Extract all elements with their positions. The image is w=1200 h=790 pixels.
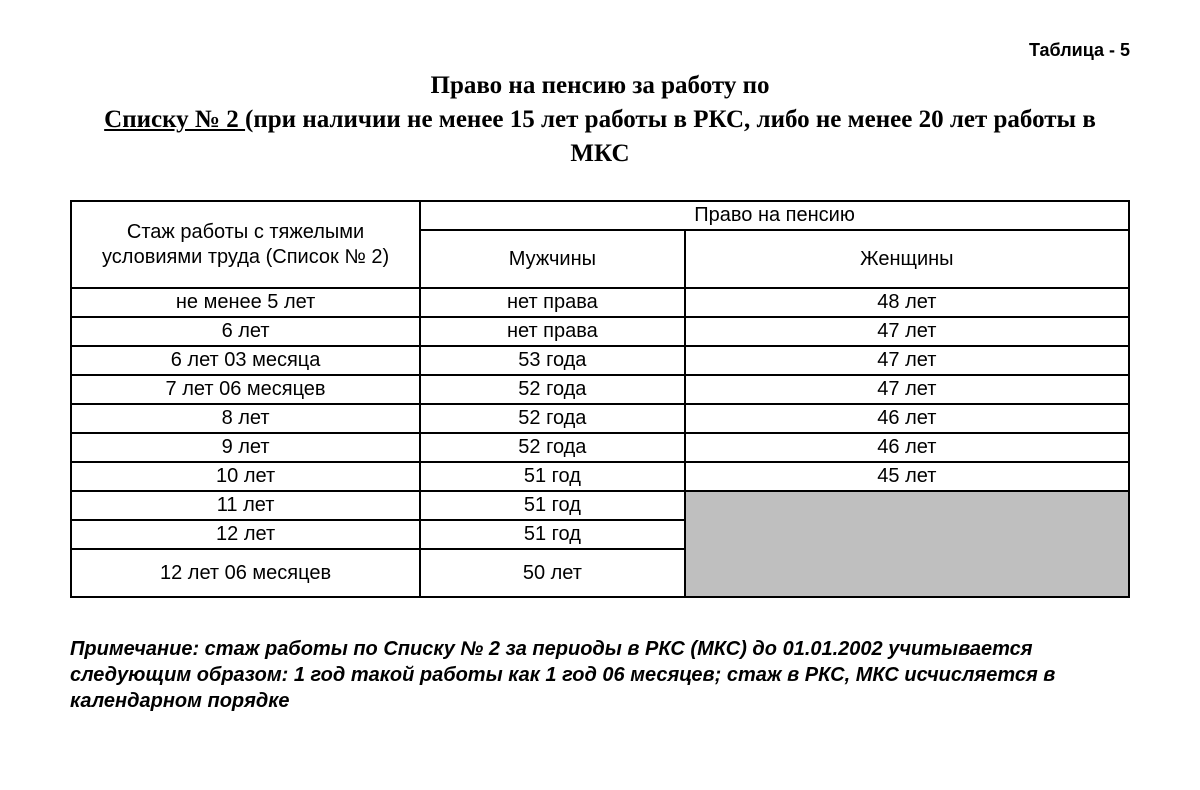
cell-women: 48 лет: [685, 288, 1129, 317]
title-underlined: Списку № 2: [104, 106, 245, 133]
cell-stage: 10 лет: [71, 462, 420, 491]
cell-men: нет права: [420, 288, 685, 317]
cell-men: 51 год: [420, 462, 685, 491]
cell-men: 50 лет: [420, 549, 685, 597]
cell-stage: 8 лет: [71, 404, 420, 433]
cell-women: 45 лет: [685, 462, 1129, 491]
cell-women: 46 лет: [685, 404, 1129, 433]
title-line2-rest: (при наличии не менее 15 лет работы в РК…: [245, 106, 1096, 167]
cell-stage: не менее 5 лет: [71, 288, 420, 317]
table-row: 10 лет 51 год 45 лет: [71, 462, 1129, 491]
table-row: 9 лет 52 года 46 лет: [71, 433, 1129, 462]
cell-men: 53 года: [420, 346, 685, 375]
cell-stage: 11 лет: [71, 491, 420, 520]
table-row: не менее 5 лет нет права 48 лет: [71, 288, 1129, 317]
table-row: 6 лет 03 месяца 53 года 47 лет: [71, 346, 1129, 375]
cell-men: 51 год: [420, 520, 685, 549]
title-line1: Право на пенсию за работу по: [431, 72, 770, 99]
header-stage: Стаж работы с тяжелыми условиями труда (…: [71, 201, 420, 288]
pension-table: Стаж работы с тяжелыми условиями труда (…: [70, 200, 1130, 598]
table-row: 6 лет нет права 47 лет: [71, 317, 1129, 346]
cell-stage: 12 лет: [71, 520, 420, 549]
document-title: Право на пенсию за работу по Списку № 2 …: [100, 69, 1100, 170]
table-row: 8 лет 52 года 46 лет: [71, 404, 1129, 433]
header-women: Женщины: [685, 230, 1129, 288]
pension-table-body: не менее 5 лет нет права 48 лет 6 лет не…: [71, 288, 1129, 597]
cell-men: нет права: [420, 317, 685, 346]
cell-women: 46 лет: [685, 433, 1129, 462]
cell-men: 52 года: [420, 433, 685, 462]
cell-women: 47 лет: [685, 375, 1129, 404]
cell-men: 51 год: [420, 491, 685, 520]
cell-women: 47 лет: [685, 346, 1129, 375]
cell-stage: 7 лет 06 месяцев: [71, 375, 420, 404]
cell-stage: 12 лет 06 месяцев: [71, 549, 420, 597]
header-right-top: Право на пенсию: [420, 201, 1129, 230]
table-row: 11 лет 51 год: [71, 491, 1129, 520]
footnote: Примечание: стаж работы по Списку № 2 за…: [70, 636, 1130, 714]
table-number: Таблица - 5: [70, 40, 1130, 61]
page: Таблица - 5 Право на пенсию за работу по…: [0, 0, 1200, 790]
cell-women-shaded: [685, 491, 1129, 597]
cell-stage: 6 лет 03 месяца: [71, 346, 420, 375]
cell-stage: 6 лет: [71, 317, 420, 346]
table-row: 7 лет 06 месяцев 52 года 47 лет: [71, 375, 1129, 404]
cell-women: 47 лет: [685, 317, 1129, 346]
cell-men: 52 года: [420, 375, 685, 404]
cell-stage: 9 лет: [71, 433, 420, 462]
header-men: Мужчины: [420, 230, 685, 288]
cell-men: 52 года: [420, 404, 685, 433]
